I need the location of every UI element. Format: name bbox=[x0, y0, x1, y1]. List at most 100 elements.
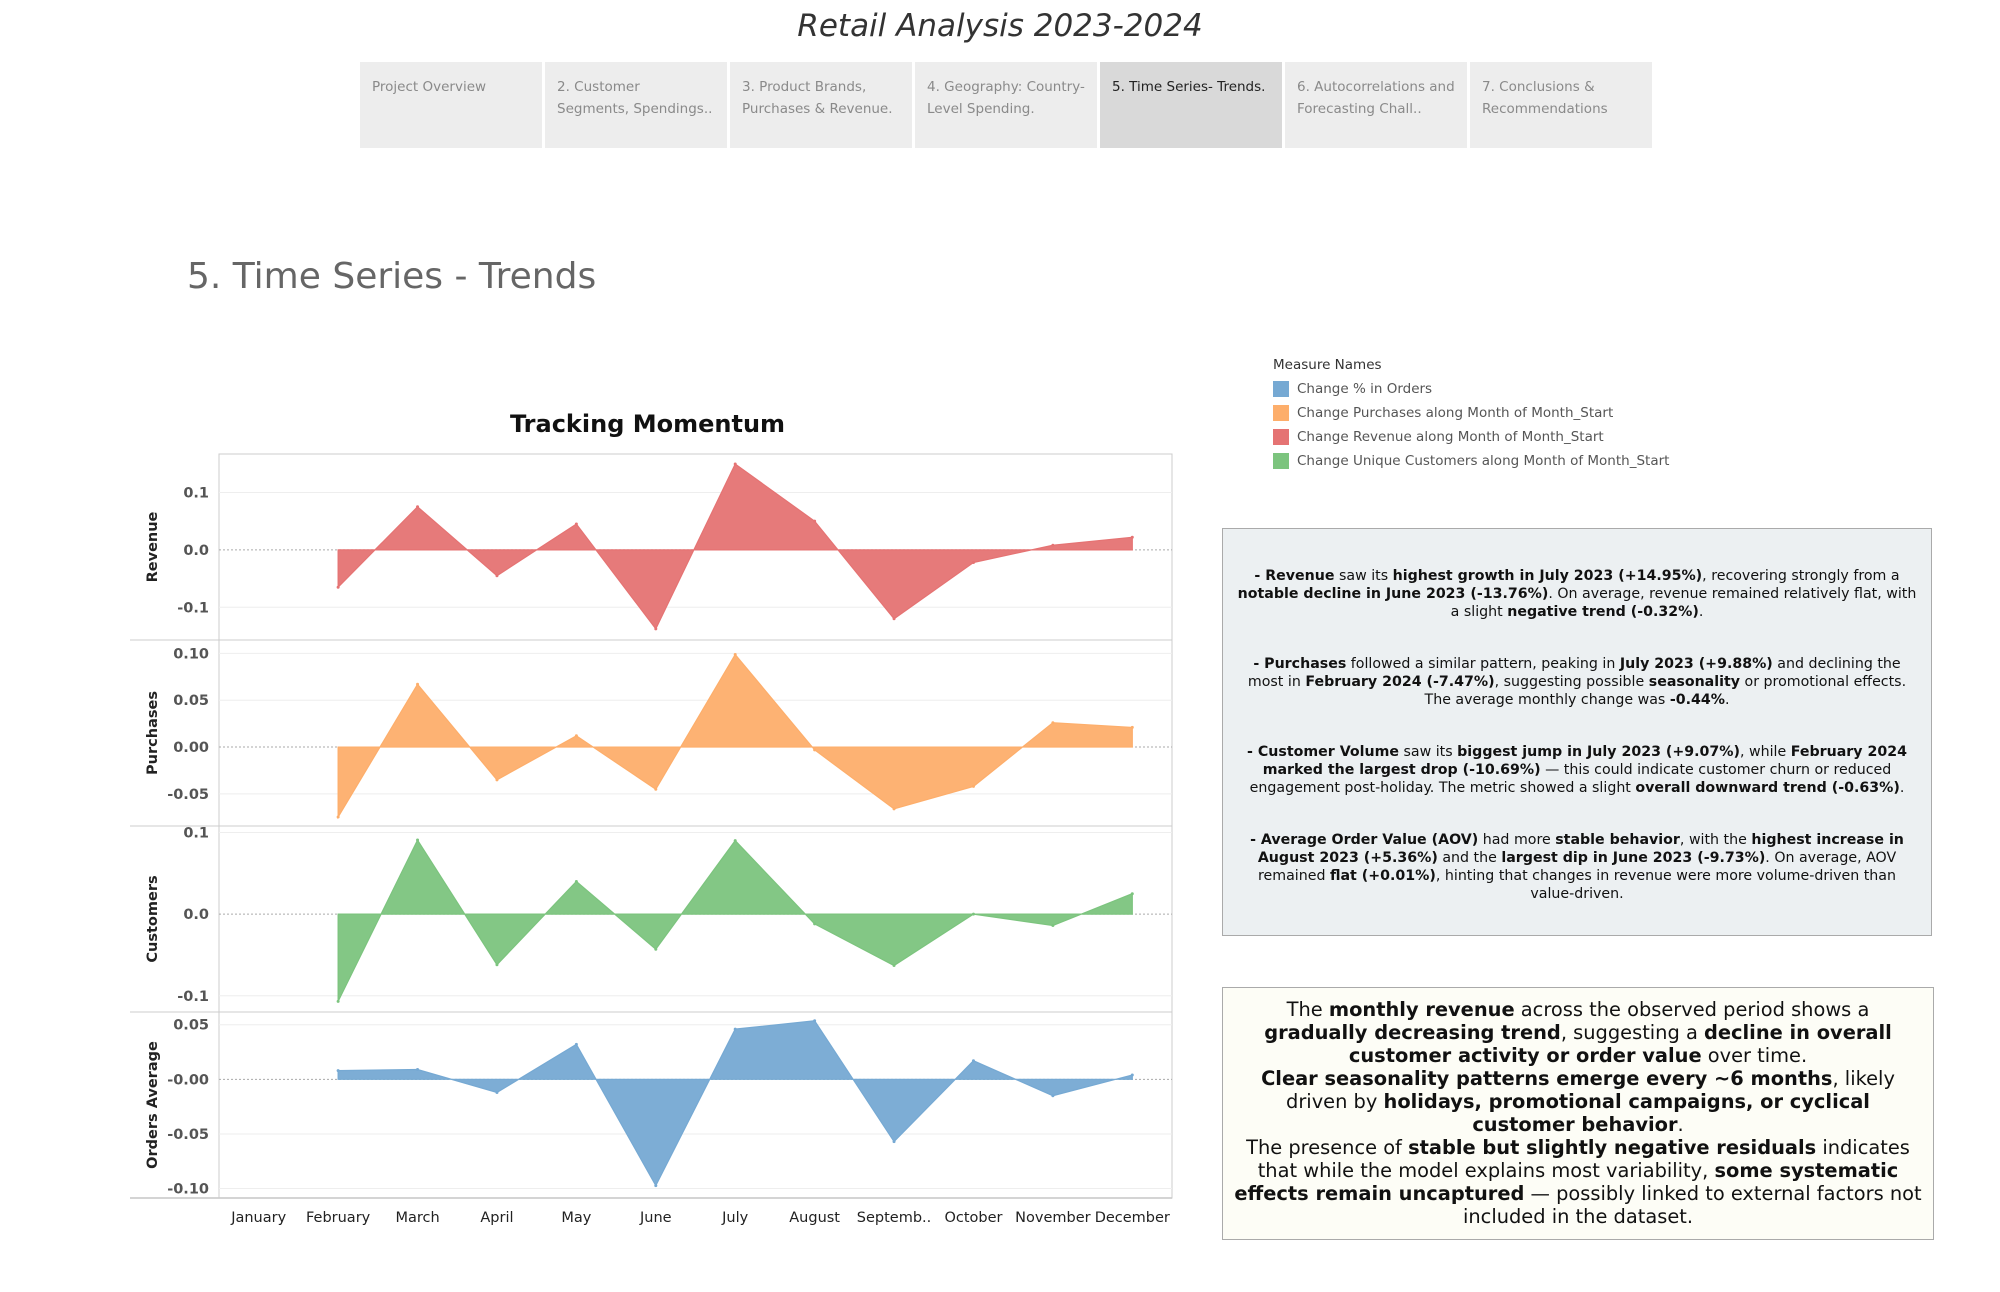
bold-text: notable decline in June 2023 (-13.76%) bbox=[1238, 586, 1549, 602]
legend-item-purchases[interactable]: Change Purchases along Month of Month_St… bbox=[1273, 401, 1669, 425]
x-tick-label: June bbox=[639, 1210, 672, 1226]
note-paragraph-revenue: - Revenue saw its highest growth in July… bbox=[1237, 567, 1917, 621]
legend-swatch bbox=[1273, 429, 1289, 445]
tick-label: -0.05 bbox=[167, 787, 209, 803]
note-paragraph-aov: - Average Order Value (AOV) had more sta… bbox=[1237, 831, 1917, 903]
tick-label: -0.10 bbox=[167, 1182, 209, 1198]
x-tick-label: December bbox=[1095, 1210, 1170, 1226]
data-point-customers bbox=[337, 1000, 340, 1003]
note-paragraph-purchases: - Purchases followed a similar pattern, … bbox=[1237, 655, 1917, 709]
tick-label: 0.05 bbox=[173, 693, 209, 709]
data-point-purchases bbox=[575, 734, 578, 737]
data-point-orders-average bbox=[654, 1184, 657, 1187]
data-point-revenue bbox=[1131, 536, 1134, 539]
data-point-purchases bbox=[654, 788, 657, 791]
tick-label: 0.0 bbox=[183, 543, 209, 559]
bold-text: highest growth in July 2023 (+14.95%) bbox=[1393, 568, 1703, 584]
text-run: across the observed period shows a bbox=[1515, 998, 1870, 1021]
text-run: . bbox=[1725, 692, 1730, 708]
x-tick-label: April bbox=[480, 1210, 513, 1226]
summary-paragraph-trend: The monthly revenue across the observed … bbox=[1233, 998, 1923, 1067]
bold-text: negative trend (-0.32%) bbox=[1507, 604, 1699, 620]
legend-swatch bbox=[1273, 381, 1289, 397]
text-run: and the bbox=[1438, 850, 1502, 866]
data-point-customers bbox=[495, 963, 498, 966]
bold-text: holidays, promotional campaigns, or cycl… bbox=[1384, 1090, 1870, 1136]
area-revenue bbox=[338, 464, 1132, 629]
tick-label: 0.05 bbox=[173, 1018, 209, 1034]
data-point-customers bbox=[1051, 924, 1054, 927]
legend-item-orders[interactable]: Change % in Orders bbox=[1273, 377, 1669, 401]
data-point-purchases bbox=[1051, 721, 1054, 724]
data-point-customers bbox=[893, 964, 896, 967]
data-point-customers bbox=[654, 948, 657, 951]
x-tick-label: January bbox=[230, 1210, 286, 1226]
data-point-customers bbox=[972, 913, 975, 916]
data-point-revenue bbox=[575, 523, 578, 526]
text-run: . bbox=[1699, 604, 1704, 620]
tab-conclusions[interactable]: 7. Conclusions & Recommendations bbox=[1470, 62, 1652, 148]
text-run: . bbox=[1678, 1113, 1684, 1136]
x-tick-label: May bbox=[561, 1210, 591, 1226]
legend-swatch bbox=[1273, 405, 1289, 421]
data-point-revenue bbox=[972, 561, 975, 564]
data-point-purchases bbox=[813, 748, 816, 751]
data-point-orders-average bbox=[416, 1068, 419, 1071]
tick-label: -0.1 bbox=[177, 989, 209, 1005]
legend-swatch bbox=[1273, 453, 1289, 469]
legend-label: Change Unique Customers along Month of M… bbox=[1297, 453, 1669, 469]
text-run: , with the bbox=[1680, 832, 1751, 848]
legend-item-revenue[interactable]: Change Revenue along Month of Month_Star… bbox=[1273, 425, 1669, 449]
text-run: saw its bbox=[1399, 744, 1457, 760]
data-point-customers bbox=[1131, 892, 1134, 895]
text-run: . bbox=[1900, 780, 1905, 796]
data-point-customers bbox=[734, 839, 737, 842]
tick-label: -0.00 bbox=[167, 1072, 209, 1088]
data-point-revenue bbox=[813, 520, 816, 523]
data-point-purchases bbox=[893, 807, 896, 810]
text-run: , suggesting a bbox=[1561, 1021, 1704, 1044]
bold-text: - Average Order Value (AOV) bbox=[1250, 832, 1478, 848]
tab-autocorrelations[interactable]: 6. Autocorrelations and Forecasting Chal… bbox=[1285, 62, 1467, 148]
tick-label: -0.05 bbox=[167, 1127, 209, 1143]
bold-text: February 2024 (-7.47%) bbox=[1305, 674, 1494, 690]
data-point-purchases bbox=[972, 785, 975, 788]
legend-label: Change Revenue along Month of Month_Star… bbox=[1297, 429, 1604, 445]
area-customers bbox=[338, 840, 1132, 1001]
data-point-revenue bbox=[734, 463, 737, 466]
data-point-purchases bbox=[416, 683, 419, 686]
data-point-customers bbox=[416, 839, 419, 842]
x-tick-label: February bbox=[306, 1210, 371, 1226]
data-point-purchases bbox=[337, 816, 340, 819]
x-tick-label: March bbox=[395, 1210, 439, 1226]
data-point-orders-average bbox=[337, 1069, 340, 1072]
x-tick-label: October bbox=[944, 1210, 1002, 1226]
data-point-orders-average bbox=[575, 1043, 578, 1046]
text-run: over time. bbox=[1702, 1044, 1808, 1067]
summary-paragraph-residuals: The presence of stable but slightly nega… bbox=[1233, 1136, 1923, 1228]
text-run: followed a similar pattern, peaking in bbox=[1346, 656, 1620, 672]
insights-note: - Revenue saw its highest growth in July… bbox=[1222, 528, 1932, 936]
bold-text: - Purchases bbox=[1253, 656, 1346, 672]
text-run: , recovering strongly from a bbox=[1702, 568, 1899, 584]
bold-text: stable but slightly negative residuals bbox=[1408, 1136, 1816, 1159]
data-point-customers bbox=[575, 880, 578, 883]
x-tick-label: November bbox=[1015, 1210, 1090, 1226]
data-point-orders-average bbox=[734, 1028, 737, 1031]
text-run: saw its bbox=[1335, 568, 1393, 584]
tick-label: 0.10 bbox=[173, 646, 209, 662]
data-point-revenue bbox=[1051, 544, 1054, 547]
tick-label: 0.0 bbox=[183, 907, 209, 923]
tick-label: -0.1 bbox=[177, 600, 209, 616]
data-point-revenue bbox=[337, 586, 340, 589]
series-axis-label: Customers bbox=[145, 875, 161, 962]
data-point-revenue bbox=[495, 574, 498, 577]
data-point-customers bbox=[813, 922, 816, 925]
legend-item-customers[interactable]: Change Unique Customers along Month of M… bbox=[1273, 449, 1669, 473]
x-tick-label: August bbox=[789, 1210, 840, 1226]
data-point-purchases bbox=[495, 778, 498, 781]
data-point-revenue bbox=[416, 505, 419, 508]
bold-text: gradually decreasing trend bbox=[1264, 1021, 1561, 1044]
data-point-orders-average bbox=[1051, 1094, 1054, 1097]
bold-text: seasonality bbox=[1649, 674, 1740, 690]
